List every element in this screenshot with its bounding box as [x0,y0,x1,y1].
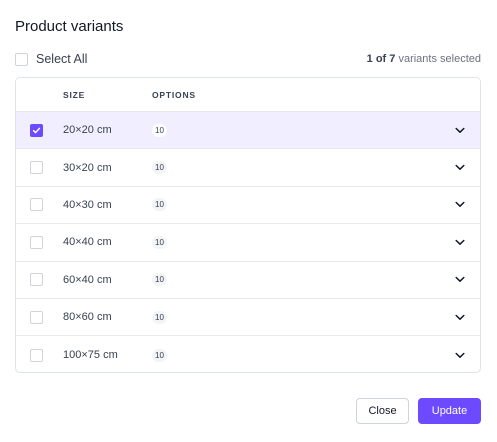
chevron-down-icon[interactable] [454,162,466,174]
selected-count-text: variants selected [395,53,481,65]
variant-size: 60×40 cm [63,273,112,286]
row-checkbox[interactable] [30,348,43,362]
selected-count: 1 of 7 variants selected [367,53,481,65]
table-row[interactable]: 30×20 cm 10 [16,149,480,187]
table-row[interactable]: 80×60 cm 10 [16,299,480,337]
row-checkbox[interactable] [30,273,43,287]
column-header-options: OPTIONS [152,90,196,100]
row-checkbox[interactable] [30,235,43,249]
select-all-label: Select All [36,52,88,66]
table-row[interactable]: 100×75 cm 10 [16,336,480,372]
checkmark-icon [32,126,41,135]
options-count-badge: 10 [152,348,167,362]
chevron-down-icon[interactable] [454,349,466,361]
row-checkbox[interactable] [30,161,43,175]
variants-table: SIZE OPTIONS 20×20 cm 10 30×20 cm 10 40×30 c… [15,77,481,373]
dialog-title: Product variants [15,18,124,35]
options-count-badge: 10 [152,273,167,287]
row-checkbox[interactable] [30,123,43,137]
options-count-badge: 10 [152,198,167,212]
variant-size: 40×40 cm [63,236,112,249]
select-all-checkbox-box[interactable] [15,52,28,66]
row-checkbox[interactable] [30,198,43,212]
options-count-badge: 10 [152,235,167,249]
table-row[interactable]: 40×40 cm 10 [16,224,480,262]
select-all-row: Select All 1 of 7 variants selected [15,51,481,67]
chevron-down-icon[interactable] [454,199,466,211]
chevron-down-icon[interactable] [454,311,466,323]
options-count-badge: 10 [152,161,167,175]
chevron-down-icon[interactable] [454,274,466,286]
variant-size: 80×60 cm [63,311,112,324]
table-row[interactable]: 40×30 cm 10 [16,187,480,225]
close-button[interactable]: Close [356,398,409,424]
column-header-size: SIZE [63,90,86,100]
variant-size: 20×20 cm [63,124,112,137]
options-count-badge: 10 [152,310,167,324]
table-row[interactable]: 60×40 cm 10 [16,262,480,299]
chevron-down-icon[interactable] [454,236,466,248]
selected-count-number: 1 of 7 [366,53,396,65]
variant-size: 30×20 cm [63,161,112,174]
table-body: 20×20 cm 10 30×20 cm 10 40×30 cm 10 40×40 cm 10… [16,112,480,372]
select-all-checkbox[interactable]: Select All [15,52,87,66]
options-count-badge: 10 [152,123,167,137]
table-header: SIZE OPTIONS [16,78,480,112]
variant-size: 40×30 cm [63,198,112,211]
row-checkbox[interactable] [30,310,43,324]
update-button[interactable]: Update [418,398,481,424]
chevron-down-icon[interactable] [454,124,466,136]
table-row[interactable]: 20×20 cm 10 [16,112,480,150]
variant-size: 100×75 cm [63,349,118,362]
